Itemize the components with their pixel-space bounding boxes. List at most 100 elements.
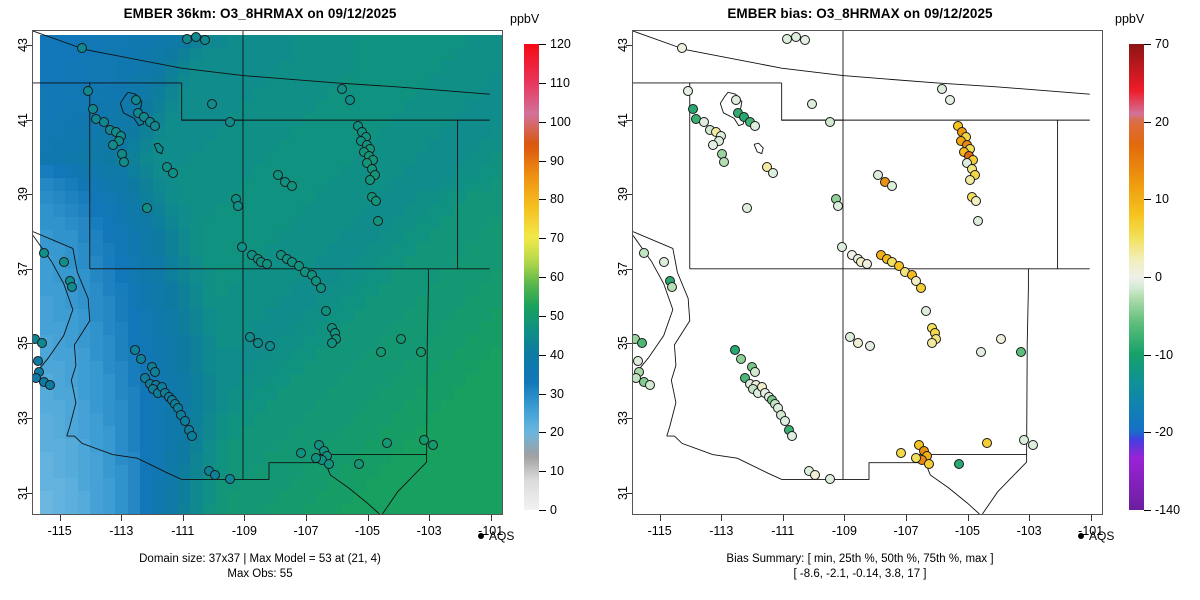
y-tick-label: 31 [16,485,30,500]
aqs-station-point [415,346,426,357]
legend-label-model: AQS [489,529,515,543]
caption-line2-bias: [ -8.6, -2.1, -0.14, 3.8, 17 ] [793,568,927,580]
aqs-station-point [375,346,386,357]
panel-title-model: EMBER 36km: O3_8HRMAX on 09/12/2025 [123,6,397,21]
aqs-station-point [926,337,937,348]
panel-model: EMBER 36km: O3_8HRMAX on 09/12/2025 AQS … [0,6,600,582]
colorbar-gradient-bias [1129,44,1144,510]
y-tick-label: 37 [616,261,630,276]
colorbar-gradient-model [524,44,539,510]
aqs-station-point [265,341,275,352]
aqs-station-point [311,453,322,464]
x-tick-label: -105 [954,524,981,538]
map-frame-bias: AQS [632,30,1114,543]
aqs-station-point [923,458,934,469]
caption-line1-model: Domain size: 37x37 | Max Model = 53 at (… [139,553,381,565]
colorbar-tick-label: 120 [550,37,571,51]
aqs-station-point [38,248,49,258]
aqs-station-point [852,337,863,348]
aqs-station-point [872,169,883,180]
aqs-station-point [637,337,648,348]
aqs-station-point [825,117,835,128]
aqs-station-point [135,354,146,365]
aqs-station-point [806,98,817,109]
aqs-station-point [37,337,48,348]
x-axis-model: -115 -113 -111 -109 -107 -105 -103 -101 [32,515,503,545]
aqs-station-point [638,248,649,258]
aqs-station-point [138,111,149,122]
aqs-station-point [786,430,797,441]
aqs-station-point [886,180,897,191]
colorbar-tick-label: 0 [1155,270,1162,284]
y-tick-label: 37 [16,261,30,276]
colorbar-tick-label: 70 [1155,37,1169,51]
aqs-station-point [83,85,94,96]
aqs-station-point [982,438,992,449]
aqs-station-point [77,42,88,53]
aqs-station-point [995,333,1006,344]
aqs-station-point [644,380,655,391]
x-tick-label: -115 [47,524,72,538]
legend-label-bias: AQS [1089,529,1115,543]
aqs-station-point [749,367,760,378]
colorbar-tick-label: 70 [550,231,564,246]
colorbar-title-model: ppbV [510,12,540,26]
x-tick-label: -101 [1078,524,1104,538]
aqs-station-point [832,201,843,212]
ozone-raster [40,35,502,514]
aqs-station-point [708,139,718,150]
aqs-station-point [98,117,109,128]
aqs-station-point [937,83,948,94]
aqs-station-point [320,305,331,316]
aqs-station-point [837,242,848,253]
y-tick-label: 39 [16,187,30,202]
aqs-station-point [129,345,140,355]
aqs-station-point [735,354,746,365]
aqs-station-point [419,434,429,445]
aqs-station-point [225,117,235,128]
aqs-station-point [315,283,326,294]
aqs-station-point [965,175,976,186]
colorbar-tick-label: 10 [550,464,564,479]
aqs-station-point [895,447,906,458]
aqs-station-point [337,83,348,94]
x-tick-label: -103 [416,524,442,538]
x-axis-bias: -115 -113 -111 -109 -107 -105 -103 -101 [632,515,1103,545]
aqs-station-point [372,216,383,227]
aqs-station-point [731,95,742,105]
y-tick-label: 39 [616,187,630,202]
x-tick-label: -105 [354,524,381,538]
aqs-station-point [326,337,337,348]
colorbar-tick-label: -20 [1155,425,1174,440]
aqs-station-point [232,201,243,212]
caption-bias: Bias Summary: [ min, 25th %, 50th %, 75t… [600,552,1120,582]
aqs-station-point [666,281,677,292]
y-tick-label: 33 [616,411,630,425]
colorbar-tick-label: 90 [550,153,564,168]
aqs-station-point [149,121,160,132]
aqs-station-point [1028,440,1039,451]
aqs-station-point [1019,434,1029,445]
colorbar-tick-label: 0 [550,503,557,517]
caption-model: Domain size: 37x37 | Max Model = 53 at (… [0,552,520,582]
colorbar-tick-label: 10 [1155,192,1169,207]
aqs-station-point [845,331,855,342]
aqs-station-point [741,203,752,214]
aqs-station-point [738,111,749,122]
x-tick-label: -111 [771,524,795,538]
aqs-station-point [915,283,926,294]
map-clip-bias [633,31,1102,514]
aqs-station-point [761,162,772,173]
aqs-station-point [237,242,248,253]
aqs-station-point [382,438,392,449]
aqs-station-point [683,85,694,96]
colorbar-model: ppbV 0 10 20 30 40 50 60 70 80 90 100 110 120 [510,12,600,520]
caption-line1-bias: Bias Summary: [ min, 25th %, 50th %, 75t… [726,553,994,565]
y-tick-label: 33 [16,411,30,425]
aqs-station-point [44,380,55,391]
x-tick-label: -115 [647,524,672,538]
aqs-station-point [428,440,439,451]
aqs-station-point [809,470,820,480]
aqs-station-point [800,35,811,46]
